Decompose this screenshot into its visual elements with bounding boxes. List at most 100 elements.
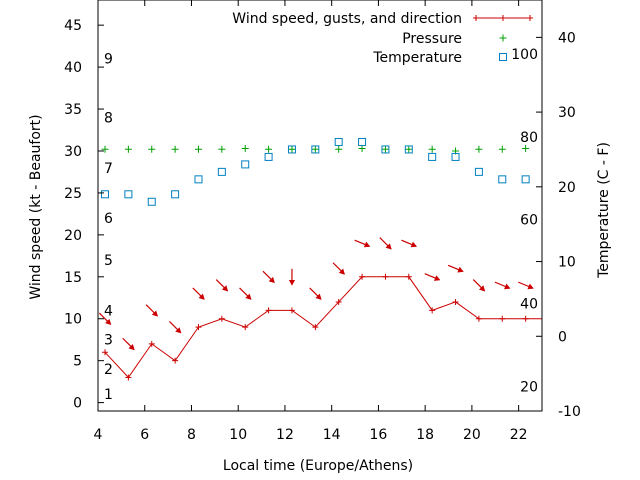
- wind-direction-arrow: [288, 268, 296, 286]
- wind-speed-point: [172, 357, 179, 364]
- x-tick-label: 16: [370, 427, 388, 443]
- pressure-point: [124, 145, 132, 153]
- legend-marker: [473, 15, 479, 21]
- wind-speed-point: [522, 315, 529, 322]
- beaufort-label: 5: [104, 253, 113, 269]
- wind-speed-point: [218, 315, 225, 322]
- wind-direction-arrow: [354, 239, 371, 248]
- y2-tick-label: 0: [558, 329, 567, 345]
- pressure-point: [522, 144, 530, 152]
- x-tick-label: 6: [140, 427, 149, 443]
- y2-axis-label: Temperature (C - F): [596, 142, 612, 279]
- fahrenheit-label: 20: [520, 379, 538, 395]
- x-tick-label: 14: [323, 427, 341, 443]
- x-tick-label: 4: [94, 427, 103, 443]
- series-layer: [98, 137, 542, 381]
- temperature-point: [194, 175, 203, 184]
- temperature-point: [451, 152, 460, 161]
- pressure-point: [335, 145, 343, 153]
- wind-speed-point: [452, 298, 459, 305]
- wind-speed-point: [335, 298, 342, 305]
- temperature-point: [264, 152, 273, 161]
- temperature-point: [217, 167, 226, 176]
- wind-direction-arrow: [472, 279, 486, 292]
- x-tick-label: 10: [229, 427, 247, 443]
- x-tick-label: 20: [463, 427, 481, 443]
- wind-speed-point: [382, 273, 389, 280]
- y2-tick-label: 30: [558, 105, 576, 121]
- pressure-point: [405, 145, 413, 153]
- y-tick-label: 15: [64, 270, 82, 286]
- wind-direction-arrow: [145, 304, 158, 317]
- y-tick-label: 40: [64, 60, 82, 76]
- y-tick-label: 35: [64, 102, 82, 118]
- wind-speed-point: [242, 324, 249, 331]
- wind-direction-arrow: [239, 287, 252, 300]
- pressure-point: [498, 145, 506, 153]
- temperature-point: [404, 145, 413, 154]
- x-tick-label: 8: [187, 427, 196, 443]
- temperature-point: [101, 190, 110, 199]
- pressure-point: [381, 145, 389, 153]
- y-tick-label: 0: [73, 396, 82, 412]
- wind-speed-point: [265, 307, 272, 314]
- pressure-point: [265, 145, 273, 153]
- temperature-point: [521, 175, 530, 184]
- temperature-point: [287, 145, 296, 154]
- wind-speed-point: [288, 307, 295, 314]
- wind-direction-arrow: [192, 287, 205, 300]
- fahrenheit-label: 40: [520, 296, 538, 312]
- pressure-point: [311, 145, 319, 153]
- wind-direction-arrow: [447, 264, 464, 273]
- y-tick-label: 25: [64, 186, 82, 202]
- wind-direction-arrow: [379, 237, 392, 250]
- legend: Wind speed, gusts, and direction Pressure…: [232, 11, 533, 66]
- plot-frame: [97, 0, 543, 412]
- x-axis-label: Local time (Europe/Athens): [223, 458, 413, 474]
- wind-direction-arrow: [518, 281, 534, 290]
- temperature-point: [311, 145, 320, 154]
- legend-marker: [499, 53, 507, 61]
- beaufort-label: 3: [104, 333, 113, 349]
- fahrenheit-label: 80: [520, 130, 538, 146]
- temperature-point: [358, 137, 367, 146]
- pressure-point: [241, 144, 249, 152]
- y2-tick-label: 40: [558, 30, 576, 46]
- temperature-point: [241, 160, 250, 169]
- wind-direction-arrow: [401, 239, 417, 248]
- y2-tick-label: -10: [558, 404, 581, 420]
- y2-tick-label: 10: [558, 255, 576, 271]
- wind-speed-point: [475, 315, 482, 322]
- wind-direction-arrow: [122, 337, 135, 351]
- y2-tick-label: 20: [558, 180, 576, 196]
- beaufort-label: 9: [104, 52, 113, 68]
- pressure-point: [428, 145, 436, 153]
- temperature-point: [334, 137, 343, 146]
- beaufort-label: 6: [104, 211, 113, 227]
- y-tick-label: 20: [64, 228, 82, 244]
- wind-direction-arrow: [262, 270, 275, 284]
- wind-direction-arrow: [424, 273, 441, 281]
- temperature-point: [147, 197, 156, 206]
- wind-direction-arrow: [309, 287, 322, 300]
- y-axis-label: Wind speed (kt - Beaufort): [28, 114, 44, 299]
- legend-marker: [500, 15, 506, 21]
- wind-speed-point: [125, 374, 132, 381]
- pressure-point: [148, 145, 156, 153]
- wind-speed-point: [312, 324, 319, 331]
- fahrenheit-label: 100: [511, 47, 538, 63]
- wind-speed-point: [195, 324, 202, 331]
- wind-speed-line: [104, 276, 542, 379]
- wind-speed-point: [359, 273, 366, 280]
- wind-speed-point: [405, 273, 412, 280]
- pressure-point: [101, 145, 109, 153]
- temperature-point: [124, 190, 133, 199]
- pressure-point: [194, 145, 202, 153]
- y-tick-label: 5: [73, 354, 82, 370]
- y-tick-label: 30: [64, 144, 82, 160]
- legend-label: Wind speed, gusts, and direction: [232, 11, 462, 27]
- beaufort-label: 7: [104, 161, 113, 177]
- temperature-point: [474, 167, 483, 176]
- legend-marker: [527, 15, 533, 21]
